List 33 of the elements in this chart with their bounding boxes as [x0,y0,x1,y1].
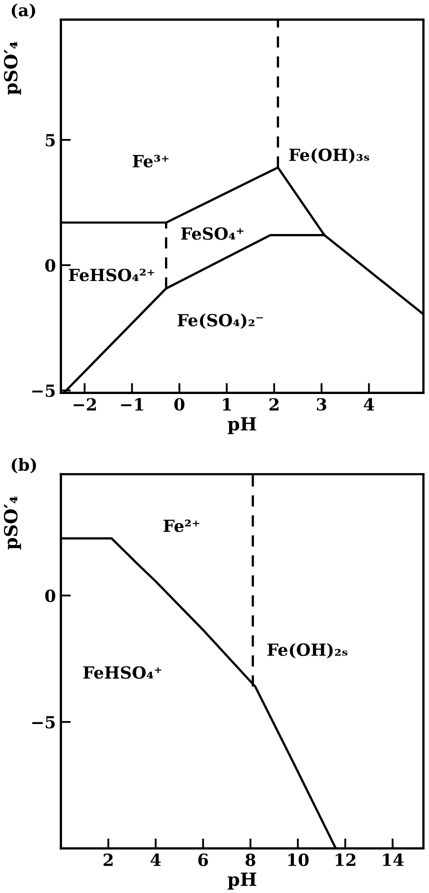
y-tick-label: 0 [45,589,56,602]
x-tick-label: 2 [269,398,278,410]
y-tick-label: 0 [45,259,56,272]
x-tick-label: 10 [288,854,309,866]
x-tick-label: 0 [174,398,184,411]
annotation: Fe(SO₄)₂⁻ [178,314,263,329]
annotation: Fe²⁺ [164,520,200,532]
x-tick-label: 4 [364,398,374,410]
x-axis-title: pH [228,872,256,890]
annotation: FeHSO₄⁺ [83,666,162,679]
x-tick-label: 2 [104,854,113,866]
x-tick-label: 1 [223,398,231,410]
y-tick-label: 5 [46,134,55,146]
x-tick-label: 14 [383,854,404,866]
annotation: Fe(OH)₂ₛ [267,643,348,658]
x-tick-label: 3 [316,398,326,411]
x-tick-label: 4 [150,854,161,866]
x-tick-label: −1 [120,398,144,410]
y-tick-label: −5 [32,384,55,397]
y-axis-title: pSO′₄ [4,42,22,95]
annotation: Fe³⁺ [132,154,169,168]
chart-title: (b) [12,458,36,474]
chart-title: (a) [12,4,36,19]
y-tick-label: −5 [32,716,55,729]
x-tick-label: 6 [198,854,208,866]
annotation: FeSO₄⁺ [181,227,244,240]
annotation: FeHSO₄²⁺ [68,268,154,282]
x-tick-label: 8 [246,854,256,866]
x-axis-title: pH [228,417,256,434]
x-tick-label: −2 [74,398,96,410]
annotation: Fe(OH)₃ₛ [289,148,370,164]
y-axis-title: pSO′₄ [4,496,22,550]
x-tick-label: 12 [336,854,356,866]
